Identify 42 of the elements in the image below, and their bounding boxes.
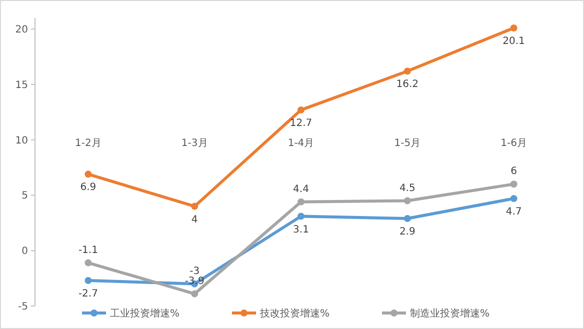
point [404,197,411,204]
point [298,198,304,206]
x-tick-label: 1-4月 [288,138,314,149]
legend-label: 技改投资增速% [259,308,330,320]
x-tick-label: 1-5月 [394,138,421,149]
x-tick-label: 1-3月 [181,138,208,149]
data-label: 4.7 [506,206,522,218]
data-label: 16.2 [396,79,419,90]
legend-label: 制造业投资增速% [410,308,490,320]
y-tick-label: 10 [15,135,28,146]
data-label: 4.4 [293,184,309,195]
legend-label: 工业投资增速% [110,308,180,320]
data-label: 3.1 [293,224,309,236]
point [404,68,411,75]
y-tick-label: 5 [22,190,28,202]
point [510,195,518,202]
y-tick-label: 20 [15,24,28,36]
point [404,214,411,222]
y-tick-label: 0 [22,246,28,258]
y-tick-label: -5 [18,302,28,312]
point [191,290,198,298]
data-label: 4.5 [399,182,416,194]
data-label: -2.7 [78,288,98,300]
data-label: 6 [510,166,517,178]
x-tick-label: 1-6月 [500,138,527,149]
point [84,277,92,284]
point [298,106,304,114]
data-label: 12.7 [290,118,312,129]
point [84,170,92,178]
data-label: 2.9 [399,226,416,238]
point [298,212,304,220]
data-label: -3 [190,266,200,277]
x-tick-label: 1-2月 [75,138,102,149]
point [510,180,518,188]
y-tick-label: 15 [15,80,28,91]
data-label: 6.9 [80,182,96,194]
point [191,202,198,210]
data-label: 20.1 [502,36,525,47]
point [510,24,518,32]
point [84,259,92,266]
data-label: -1.1 [78,244,98,256]
data-label: 4 [191,214,198,226]
